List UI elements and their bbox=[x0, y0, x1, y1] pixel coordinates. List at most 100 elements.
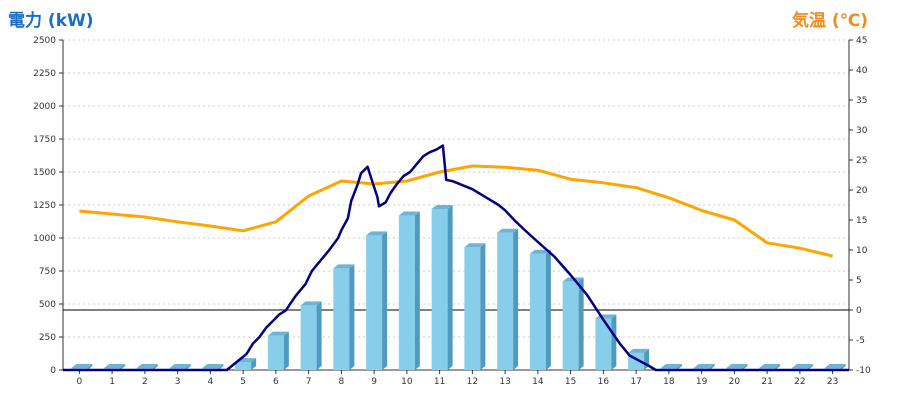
left-tick-label: 500 bbox=[39, 300, 56, 310]
bar-top bbox=[464, 243, 486, 248]
bar bbox=[464, 243, 486, 370]
bar-front bbox=[300, 305, 317, 370]
x-tick-label: 2 bbox=[142, 377, 148, 387]
bar-front bbox=[333, 268, 350, 370]
bar-front bbox=[235, 362, 252, 370]
bar bbox=[300, 301, 322, 370]
bar-side bbox=[611, 314, 617, 370]
x-tick-label: 17 bbox=[630, 377, 641, 387]
x-tick-label: 13 bbox=[499, 377, 510, 387]
x-tick-label: 16 bbox=[598, 377, 610, 387]
bar-top bbox=[431, 204, 453, 209]
bar-top bbox=[333, 264, 355, 269]
bar-top bbox=[660, 364, 682, 368]
bar-top bbox=[71, 364, 93, 368]
bar-top bbox=[693, 364, 715, 368]
right-tick-label: 25 bbox=[856, 156, 867, 166]
right-tick-label: 15 bbox=[856, 216, 867, 226]
bar bbox=[267, 331, 289, 370]
right-tick-label: -5 bbox=[856, 336, 865, 346]
left-tick-label: 250 bbox=[39, 333, 56, 343]
bar-top bbox=[497, 228, 519, 233]
left-tick-label: 0 bbox=[50, 366, 56, 376]
bar-top bbox=[759, 364, 781, 368]
bar-side bbox=[676, 364, 682, 370]
x-tick-label: 4 bbox=[208, 377, 214, 387]
left-tick-label: 1500 bbox=[33, 168, 56, 178]
x-tick-label: 5 bbox=[240, 377, 246, 387]
bar-front bbox=[366, 235, 383, 370]
bar bbox=[595, 314, 617, 370]
right-axis-title: 気温 (℃) bbox=[791, 11, 868, 31]
x-tick-label: 1 bbox=[109, 377, 115, 387]
bar-side bbox=[807, 364, 813, 370]
bar-side bbox=[251, 358, 257, 370]
right-tick-label: 10 bbox=[856, 246, 868, 256]
bar-side bbox=[120, 364, 126, 370]
bar-side bbox=[414, 211, 420, 370]
bar bbox=[431, 204, 453, 370]
bar-side bbox=[578, 277, 584, 370]
bar bbox=[529, 249, 551, 370]
bar-front bbox=[267, 335, 284, 370]
x-tick-label: 20 bbox=[729, 377, 741, 387]
bar-top bbox=[726, 364, 748, 368]
bar-side bbox=[87, 364, 93, 370]
bar bbox=[497, 228, 519, 370]
x-tick-label: 18 bbox=[663, 377, 675, 387]
left-axis-title: 電力 (kW) bbox=[8, 11, 94, 31]
x-tick-label: 0 bbox=[77, 377, 83, 387]
bar-front bbox=[595, 318, 612, 370]
bar-front bbox=[529, 253, 546, 370]
bar-side bbox=[545, 249, 551, 370]
bar-side bbox=[513, 228, 519, 370]
left-tick-label: 2000 bbox=[33, 102, 56, 112]
x-tick-label: 23 bbox=[827, 377, 838, 387]
left-tick-label: 1000 bbox=[33, 234, 56, 244]
bar bbox=[398, 211, 420, 370]
left-tick-label: 2500 bbox=[33, 36, 56, 46]
right-tick-label: 0 bbox=[856, 306, 862, 316]
x-tick-label: 9 bbox=[371, 377, 377, 387]
x-tick-label: 7 bbox=[306, 377, 312, 387]
bar-side bbox=[316, 301, 322, 370]
power-line bbox=[63, 144, 849, 372]
bar-top bbox=[169, 364, 191, 368]
bar-top bbox=[136, 364, 158, 368]
x-tick-label: 19 bbox=[696, 377, 708, 387]
right-tick-label: 35 bbox=[856, 96, 867, 106]
x-tick-label: 15 bbox=[565, 377, 576, 387]
bar-front bbox=[398, 215, 415, 370]
x-tick-label: 10 bbox=[401, 377, 413, 387]
bar-side bbox=[447, 204, 453, 370]
right-tick-label: 20 bbox=[856, 186, 868, 196]
bar-top bbox=[267, 331, 289, 336]
bar bbox=[333, 264, 355, 370]
bar-side bbox=[283, 331, 289, 370]
bar-front bbox=[562, 281, 579, 370]
left-tick-label: 1750 bbox=[33, 135, 56, 145]
bar-front bbox=[431, 208, 448, 370]
bar-side bbox=[349, 264, 355, 370]
bar-top bbox=[366, 231, 388, 236]
bar bbox=[366, 231, 388, 370]
bar-front bbox=[464, 247, 481, 370]
right-tick-label: 5 bbox=[856, 276, 862, 286]
temperature-line bbox=[79, 164, 833, 258]
x-tick-label: 6 bbox=[273, 377, 279, 387]
left-tick-label: 750 bbox=[39, 267, 56, 277]
x-tick-label: 3 bbox=[175, 377, 181, 387]
x-tick-label: 12 bbox=[467, 377, 478, 387]
right-tick-label: 45 bbox=[856, 36, 867, 46]
bar-top bbox=[529, 249, 551, 254]
bar-side bbox=[709, 364, 715, 370]
right-tick-label: 40 bbox=[856, 66, 868, 76]
bar-side bbox=[775, 364, 781, 370]
x-tick-label: 22 bbox=[794, 377, 805, 387]
x-tick-label: 8 bbox=[339, 377, 345, 387]
x-tick-label: 11 bbox=[434, 377, 445, 387]
bar bbox=[562, 277, 584, 370]
bar-front bbox=[497, 232, 514, 370]
bar-side bbox=[840, 364, 846, 370]
